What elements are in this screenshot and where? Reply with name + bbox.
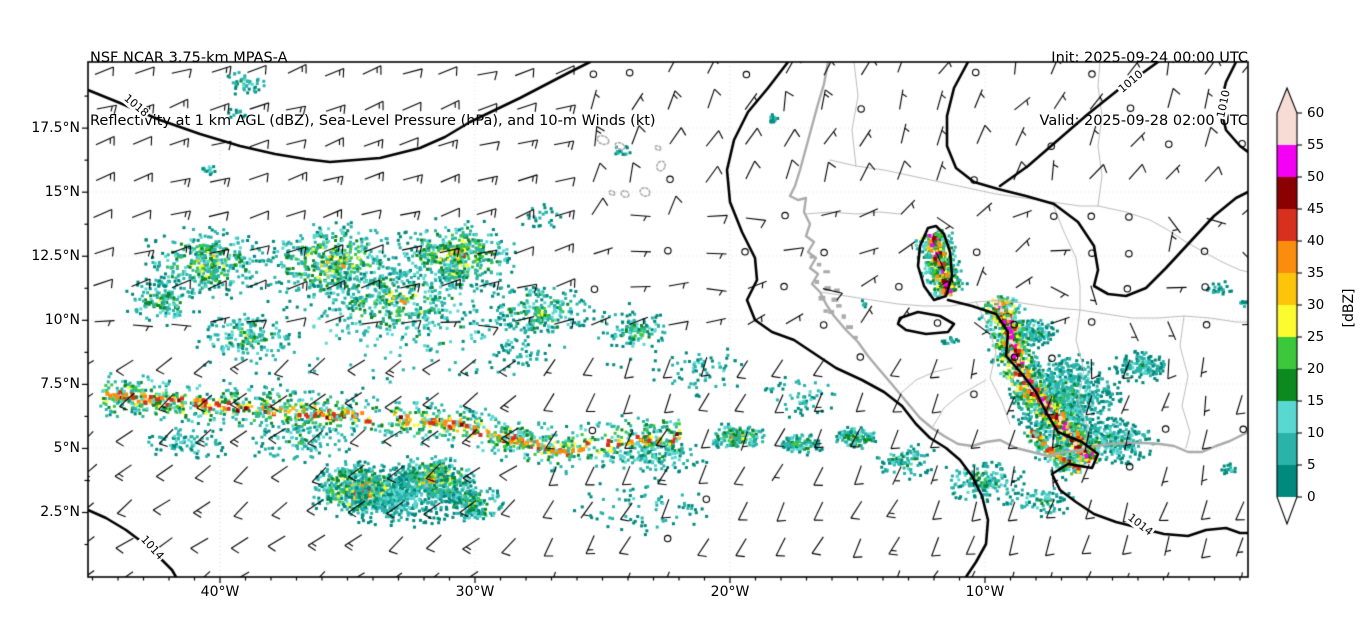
time-block: Init: 2025-09-24 00:00 UTC Valid: 2025-0… [1040,6,1248,174]
y-tick-label-5: 5°N [53,440,80,456]
y-tick-label-6: 2.5°N [40,504,80,520]
colorbar-tick-label-15: 15 [1307,393,1325,409]
colorbar-tick-label-20: 20 [1307,361,1325,377]
y-tick-label-0: 17.5°N [31,120,80,136]
colorbar-tick-label-50: 50 [1307,169,1325,185]
colorbar-tick-label-30: 30 [1307,297,1325,313]
x-tick-label-1: 30°W [455,584,495,600]
product-title: Reflectivity at 1 km AGL (dBZ), Sea-Leve… [90,113,656,129]
x-tick-label-2: 20°W [710,584,750,600]
colorbar-tick-label-60: 60 [1307,105,1325,121]
colorbar-tick-label-55: 55 [1307,137,1325,153]
y-tick-label-4: 7.5°N [40,376,80,392]
title-block: NSF NCAR 3.75-km MPAS-A Reflectivity at … [90,6,656,174]
x-tick-label-3: 10°W [965,584,1005,600]
colorbar-tick-label-25: 25 [1307,329,1325,345]
y-tick-label-3: 10°N [44,312,80,328]
colorbar-tick-label-5: 5 [1307,457,1316,473]
y-tick-label-2: 12.5°N [31,248,80,264]
x-tick-label-0: 40°W [200,584,240,600]
colorbar-tick-label-35: 35 [1307,265,1325,281]
model-title: NSF NCAR 3.75-km MPAS-A [90,50,288,66]
colorbar-unit-label: [dBZ] [1341,288,1357,328]
colorbar-tick-label-45: 45 [1307,201,1325,217]
colorbar-tick-label-10: 10 [1307,425,1325,441]
colorbar-tick-label-0: 0 [1307,489,1316,505]
colorbar-tick-label-40: 40 [1307,233,1325,249]
init-time: Init: 2025-09-24 00:00 UTC [1051,50,1248,66]
y-tick-label-1: 15°N [44,184,80,200]
